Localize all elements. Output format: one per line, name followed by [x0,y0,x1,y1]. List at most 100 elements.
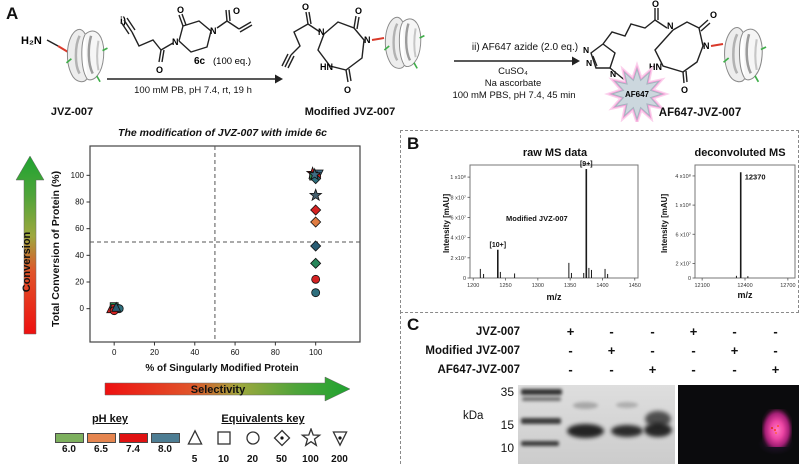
svg-text:N: N [703,41,710,51]
equivalents-key: 5 10 20 50 100 200 [180,427,354,465]
svg-text:N: N [318,27,325,37]
svg-text:O: O [710,10,717,20]
presence-cell: - [609,324,614,339]
fluor-signal [762,409,792,447]
presence-cell: + [566,324,575,339]
ph-value-label: 6.0 [62,444,76,455]
y-tick-label: 1 x10⁸ [675,202,691,209]
reaction-arrow-1-icon [107,74,283,84]
x-tick-label: 1250 [499,283,511,289]
scatter-point [310,216,322,228]
ladder-band [521,441,559,446]
y-tick-label: 1 x10⁸ [450,174,466,181]
reaction-arrow-2-icon [454,56,580,66]
scatter-ylabel: Total Conversion of Protein (%) [50,170,62,328]
raw-ms-title: raw MS data [522,147,588,159]
presence-cell: + [648,362,657,377]
ms-annotation: Modified JVZ-007 [506,214,568,223]
ladder-band [521,418,561,424]
ph-value-label: 6.5 [94,444,108,455]
x-tick-label: 20 [150,348,159,357]
eq-key-item: 50 [267,428,296,465]
arrow1-conditions: 100 mM PB, pH 7.4, rt, 19 h [134,85,252,96]
x-tick-label: 1300 [532,283,544,289]
eq-value-label: 50 [275,454,288,465]
ph-key-item: 7.4 [117,433,149,455]
svg-text:HN: HN [649,62,662,72]
ph-key-title: pH key [91,413,129,425]
legend-marker [216,431,231,445]
presence-cell: + [607,343,616,358]
ph-color-swatch [118,433,148,443]
svg-text:O: O [233,6,240,16]
x-tick-label: 40 [190,348,199,357]
svg-text:N: N [610,69,616,79]
presence-cell: - [732,324,737,339]
y-tick-label: 6 x10⁷ [451,214,466,221]
scatter-point [311,288,321,298]
eq-key-item: 5 [180,428,209,465]
raw-ms-plot: 1200 1250 1300 1350 1400 1450 0 2 x10⁷ 4 x10⁷ 6 x… [450,161,641,289]
ladder-band [521,389,562,395]
ph-color-swatch [150,433,180,443]
dye-label: AF647 [625,90,650,99]
presence-cell: - [568,362,573,377]
svg-text:Selectivity: Selectivity [191,384,246,396]
step2-reagent1: CuSO₄ [498,66,528,77]
fluor-speckle [774,429,776,431]
scatter-point [308,188,323,202]
x-tick-label: 1450 [629,283,641,289]
y-tick-label: 40 [75,251,84,260]
raw-ms-xlabel: m/z [546,292,562,302]
attachment-bond [371,37,385,41]
panel-a-label: A [6,4,19,23]
sample-row-label: AF647-JVZ-007 [437,363,520,376]
step2-conditions: 100 mM PBS, pH 7.4, 45 min [452,90,576,101]
legend-marker [186,429,203,445]
svg-text:O: O [177,6,184,15]
x-tick-label: 100 [309,348,323,357]
svg-text:O: O [302,2,309,12]
y-tick-label: 4 x10⁷ [451,235,466,242]
presence-cell: + [689,324,698,339]
star-marker-icon [300,427,321,447]
y-tick-label: 0 [688,276,691,282]
peak-label: [10+] [490,242,507,249]
jvz007-structure: H₂N [21,28,109,83]
ph-color-swatch [54,433,84,443]
svg-text:O: O [344,85,351,95]
eq-value-label: 5 [191,454,198,465]
eq-key-item: 200 [325,428,354,465]
conversion-axis-arrow: Conversion [15,155,45,335]
deconv-ms-ylabel: Intensity [mAU] [660,193,669,253]
eq-key-item: 10 [209,428,238,465]
fluorescence-image [678,385,799,464]
x-tick-label: 80 [271,348,280,357]
panel-b-label: B [407,134,420,153]
af647-jvz007-structure: N N N O N O N O HN AF647 [583,0,768,122]
y-tick-label: 100 [71,171,85,180]
presence-cell: + [771,362,780,377]
x-tick-label: 12700 [780,283,795,289]
sample-row: AF647-JVZ-007 - - + - - + [404,360,796,379]
x-tick-label: 1350 [564,283,576,289]
reagent-name: 6c [194,56,206,67]
svg-text:N: N [583,45,589,55]
presence-cell: - [650,343,655,358]
presence-cell: - [691,362,696,377]
presence-cell: - [568,343,573,358]
sample-band-lane1 [567,424,604,438]
x-tick-label: 0 [112,348,117,357]
kda-unit: kDa [463,410,484,422]
presence-cell: - [773,343,778,358]
svg-text:N: N [586,58,592,68]
y-tick-label: 80 [75,198,84,207]
amine-label: H₂N [21,35,42,47]
y-tick-label: 20 [75,278,84,287]
peak-label: [9+] [580,161,593,168]
svg-text:N: N [364,35,371,45]
deconv-ms-plot: 12100 12400 12700 0 2 x10⁷ 6 x10⁷ 1 x10⁸ 1.4 x1… [675,164,796,289]
legend-marker [300,427,321,447]
svg-text:HN: HN [320,62,333,72]
